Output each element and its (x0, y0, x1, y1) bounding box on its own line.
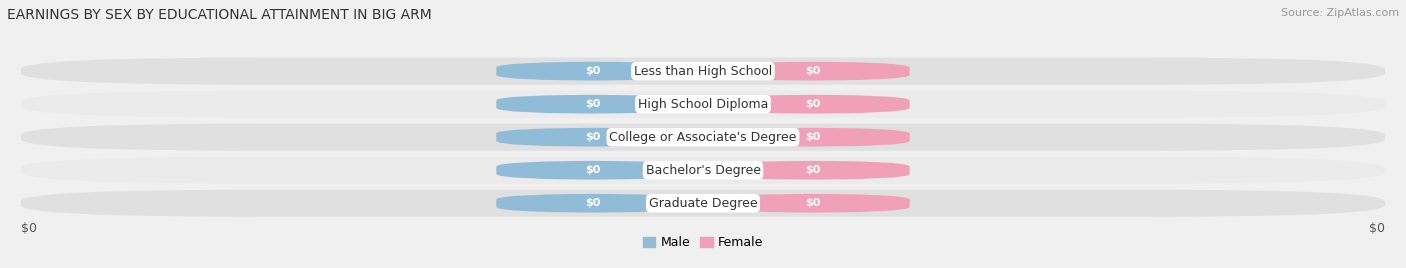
FancyBboxPatch shape (496, 128, 689, 147)
FancyBboxPatch shape (717, 194, 910, 213)
Text: $0: $0 (806, 198, 821, 208)
Text: $0: $0 (585, 99, 600, 109)
Text: $0: $0 (806, 132, 821, 142)
Text: $0: $0 (806, 165, 821, 175)
FancyBboxPatch shape (496, 62, 689, 81)
Legend: Male, Female: Male, Female (638, 231, 768, 254)
Text: $0: $0 (1369, 222, 1385, 235)
FancyBboxPatch shape (21, 58, 1385, 85)
Text: $0: $0 (21, 222, 37, 235)
FancyBboxPatch shape (496, 95, 689, 114)
Text: Bachelor's Degree: Bachelor's Degree (645, 164, 761, 177)
FancyBboxPatch shape (717, 62, 910, 81)
FancyBboxPatch shape (496, 194, 689, 213)
FancyBboxPatch shape (717, 95, 910, 114)
Text: College or Associate's Degree: College or Associate's Degree (609, 131, 797, 144)
Text: High School Diploma: High School Diploma (638, 98, 768, 111)
FancyBboxPatch shape (496, 161, 689, 180)
Text: EARNINGS BY SEX BY EDUCATIONAL ATTAINMENT IN BIG ARM: EARNINGS BY SEX BY EDUCATIONAL ATTAINMEN… (7, 8, 432, 22)
Text: $0: $0 (585, 66, 600, 76)
FancyBboxPatch shape (717, 128, 910, 147)
FancyBboxPatch shape (21, 124, 1385, 151)
Text: Graduate Degree: Graduate Degree (648, 197, 758, 210)
Text: Source: ZipAtlas.com: Source: ZipAtlas.com (1281, 8, 1399, 18)
FancyBboxPatch shape (21, 91, 1385, 118)
Text: $0: $0 (806, 99, 821, 109)
FancyBboxPatch shape (21, 190, 1385, 217)
FancyBboxPatch shape (21, 157, 1385, 184)
Text: $0: $0 (585, 165, 600, 175)
Text: $0: $0 (585, 132, 600, 142)
Text: $0: $0 (806, 66, 821, 76)
FancyBboxPatch shape (717, 161, 910, 180)
Text: $0: $0 (585, 198, 600, 208)
Text: Less than High School: Less than High School (634, 65, 772, 78)
